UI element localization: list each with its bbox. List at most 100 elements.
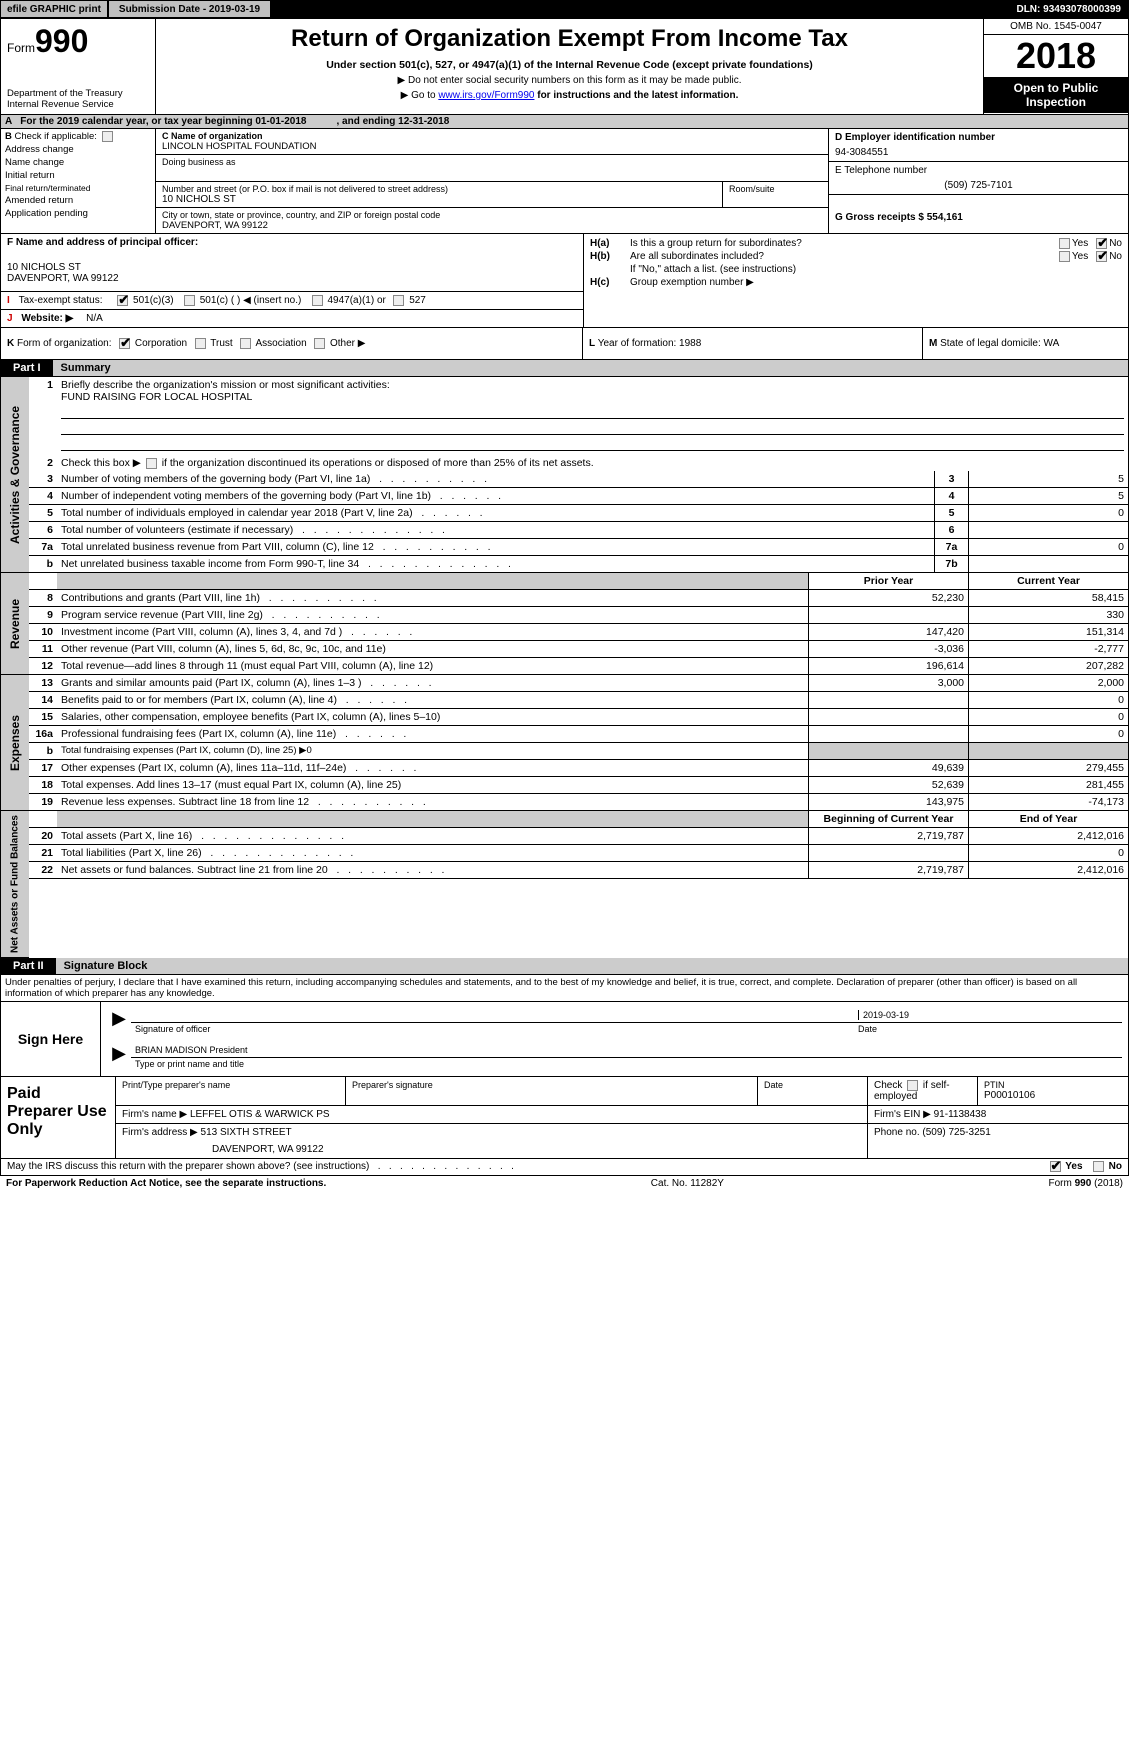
checkbox-assoc[interactable] [240, 338, 251, 349]
line-3-box: 3 [934, 471, 968, 487]
opt-assoc: Association [256, 338, 307, 349]
opt-corp: Corporation [135, 338, 187, 349]
tab-revenue: Revenue [1, 573, 29, 675]
hb-note: If "No," attach a list. (see instruction… [590, 264, 1122, 275]
checkbox-4947[interactable] [312, 295, 323, 306]
line-16a-num: 16a [29, 726, 57, 742]
checkbox-hb-yes[interactable] [1059, 251, 1070, 262]
prep-date-hdr: Date [758, 1077, 868, 1105]
line-9-curr: 330 [968, 607, 1128, 623]
dept-treasury: Department of the Treasury Internal Reve… [7, 88, 149, 110]
footer-left: For Paperwork Reduction Act Notice, see … [6, 1178, 326, 1189]
officer-addr1: 10 NICHOLS ST [7, 262, 577, 273]
irs-link[interactable]: www.irs.gov/Form990 [438, 90, 534, 101]
checkbox-501c3[interactable] [117, 295, 128, 306]
hdr-desc [57, 573, 808, 589]
open-line2: Inspection [988, 95, 1124, 109]
line-16a-prior [808, 726, 968, 742]
tel-cell: E Telephone number (509) 725-7101 [829, 162, 1128, 195]
line-7a-desc: Total unrelated business revenue from Pa… [57, 539, 934, 555]
cell-k: K Form of organization: Corporation Trus… [1, 328, 583, 359]
part1-tag: Part I [1, 360, 53, 376]
city-value: DAVENPORT, WA 99122 [162, 220, 822, 231]
line-3-num: 3 [29, 471, 57, 487]
officer-addr2: DAVENPORT, WA 99122 [7, 273, 577, 284]
form-number: Form990 [7, 23, 149, 60]
label-hb: H(b) [590, 251, 630, 262]
name-label: C Name of organization [162, 131, 822, 141]
room-cell: Room/suite [723, 182, 828, 207]
checkbox-hb-no[interactable] [1096, 251, 1107, 262]
dept-line1: Department of the Treasury [7, 88, 149, 99]
line-13-prior: 3,000 [808, 675, 968, 691]
line-11-desc: Other revenue (Part VIII, column (A), li… [57, 641, 808, 657]
col-b: B Check if applicable: Address change Na… [1, 129, 156, 233]
line-16b-prior [808, 743, 968, 759]
line-5-num: 5 [29, 505, 57, 521]
sign-right: ▶ 2019-03-19 Signature of officer Date ▶… [101, 1002, 1128, 1076]
tax-year: 2018 [984, 35, 1128, 77]
mission-text: FUND RAISING FOR LOCAL HOSPITAL [61, 391, 252, 403]
ein-label: D Employer identification number [835, 132, 1122, 143]
checkbox-trust[interactable] [195, 338, 206, 349]
opt-trust: Trust [210, 338, 232, 349]
checkbox-501c[interactable] [184, 295, 195, 306]
line-15-prior [808, 709, 968, 725]
hdr-end: End of Year [968, 811, 1128, 827]
preparer-label: Paid Preparer Use Only [1, 1077, 116, 1158]
checkbox-ha-yes[interactable] [1059, 238, 1070, 249]
checkbox-discuss-yes[interactable] [1050, 1161, 1061, 1172]
line-14-prior [808, 692, 968, 708]
submission-date: Submission Date - 2019-03-19 [108, 0, 271, 18]
line-16b-num: b [29, 743, 57, 759]
line-22-prior: 2,719,787 [808, 862, 968, 878]
line-7a-num: 7a [29, 539, 57, 555]
row-klm: K Form of organization: Corporation Trus… [0, 328, 1129, 360]
line-11-num: 11 [29, 641, 57, 657]
perjury-text: Under penalties of perjury, I declare th… [0, 975, 1129, 1002]
line-20-curr: 2,412,016 [968, 828, 1128, 844]
opt-527: 527 [409, 295, 426, 306]
hb-yes: Yes [1072, 251, 1088, 262]
checkbox-other[interactable] [314, 338, 325, 349]
header-left: Form990 Department of the Treasury Inter… [1, 19, 156, 114]
check-if-applicable: Check if applicable: [15, 131, 97, 142]
line-6-box: 6 [934, 522, 968, 538]
checkbox-discuss-no[interactable] [1093, 1161, 1104, 1172]
website-label: Website: ▶ [21, 313, 73, 324]
form-subtitle: Under section 501(c), 527, or 4947(a)(1)… [164, 59, 975, 71]
line-16b-curr [968, 743, 1128, 759]
opt-address-change: Address change [5, 144, 151, 155]
label-b: B [5, 131, 12, 142]
line-17-desc: Other expenses (Part IX, column (A), lin… [57, 760, 808, 776]
firm-addr-cell: Firm's address ▶ 513 SIXTH STREET DAVENP… [116, 1124, 868, 1158]
line-8-prior: 52,230 [808, 590, 968, 606]
line-8-num: 8 [29, 590, 57, 606]
ha-yes: Yes [1072, 238, 1088, 249]
line-18-desc: Total expenses. Add lines 13–17 (must eq… [57, 777, 808, 793]
form-prefix: Form [7, 41, 35, 55]
line-13-curr: 2,000 [968, 675, 1128, 691]
line-12-prior: 196,614 [808, 658, 968, 674]
tel-value: (509) 725-7101 [835, 180, 1122, 191]
checkbox-b[interactable] [102, 131, 113, 142]
block-bcd: B Check if applicable: Address change Na… [0, 129, 1129, 234]
line-4-box: 4 [934, 488, 968, 504]
line-5-box: 5 [934, 505, 968, 521]
section-revenue: Revenue Prior YearCurrent Year 8Contribu… [0, 573, 1129, 675]
checkbox-self-employed[interactable] [907, 1080, 918, 1091]
line-19-prior: 143,975 [808, 794, 968, 810]
tab-expenses: Expenses [1, 675, 29, 811]
opt-501c: 501(c) ( ) ◀ (insert no.) [200, 295, 302, 306]
line-6-val [968, 522, 1128, 538]
checkbox-corp[interactable] [119, 338, 130, 349]
sig-date-val: 2019-03-19 [858, 1010, 1118, 1020]
prep-check-hdr: Check if self-employed [868, 1077, 978, 1105]
section-expenses: Expenses 13Grants and similar amounts pa… [0, 675, 1129, 811]
line-20-prior: 2,719,787 [808, 828, 968, 844]
hdr-blank [29, 573, 57, 589]
line-22-curr: 2,412,016 [968, 862, 1128, 878]
efile-button[interactable]: efile GRAPHIC print [0, 0, 108, 18]
checkbox-527[interactable] [393, 295, 404, 306]
checkbox-line2[interactable] [146, 458, 157, 469]
